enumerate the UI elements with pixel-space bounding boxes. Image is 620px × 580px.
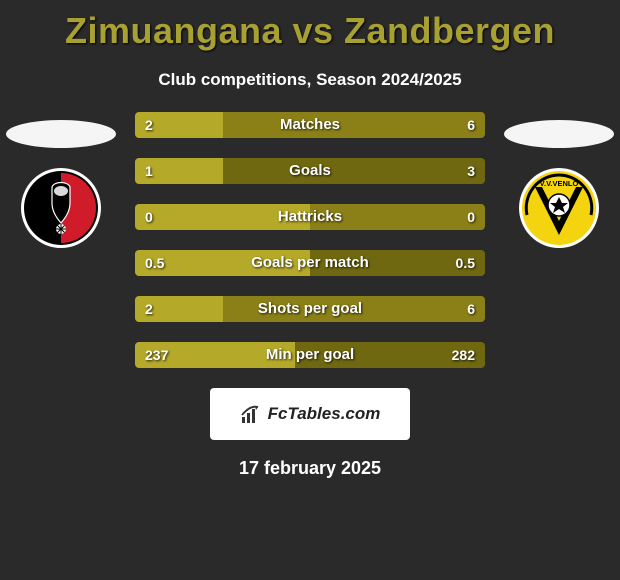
stats-bars: Matches26Goals13Hattricks00Goals per mat… <box>135 112 485 368</box>
stat-value-right: 6 <box>467 296 475 322</box>
stat-row: Shots per goal2 6 <box>135 296 485 322</box>
svg-text:V.V.VENLO: V.V.VENLO <box>540 179 579 188</box>
stat-row: Goals per match0.5 0.5 <box>135 250 485 276</box>
helmond-sport-badge-icon <box>20 167 102 249</box>
stat-row: Hattricks0 0 <box>135 204 485 230</box>
stat-value-left: 2 <box>145 112 153 138</box>
attribution-text: FcTables.com <box>268 404 381 424</box>
stat-value-left: 0 <box>145 204 153 230</box>
season-subtitle: Club competitions, Season 2024/2025 <box>0 70 620 90</box>
stat-label: Matches <box>135 112 485 138</box>
club-logo-left <box>20 167 102 249</box>
stat-label: Min per goal <box>135 342 485 368</box>
stat-value-left: 0.5 <box>145 250 164 276</box>
attribution-badge: FcTables.com <box>210 388 410 440</box>
stat-value-right: 3 <box>467 158 475 184</box>
stat-value-right: 6 <box>467 112 475 138</box>
stat-row: Goals1 3 <box>135 158 485 184</box>
club-logo-right: V.V.VENLO <box>518 167 600 249</box>
left-ellipse-decoration <box>6 120 116 148</box>
stat-value-left: 1 <box>145 158 153 184</box>
comparison-title: Zimuangana vs Zandbergen <box>0 0 620 52</box>
comparison-date: 17 february 2025 <box>0 458 620 479</box>
fctables-logo-icon <box>240 403 262 425</box>
stat-value-left: 2 <box>145 296 153 322</box>
stat-row: Matches2 6 <box>135 112 485 138</box>
vvv-venlo-badge-icon: V.V.VENLO <box>518 167 600 249</box>
stat-label: Goals per match <box>135 250 485 276</box>
stat-value-right: 0.5 <box>456 250 475 276</box>
main-area: V.V.VENLO Matches26Goals13Hattricks00Goa… <box>0 112 620 368</box>
stat-value-right: 0 <box>467 204 475 230</box>
stat-value-right: 282 <box>452 342 475 368</box>
stat-label: Hattricks <box>135 204 485 230</box>
stat-label: Goals <box>135 158 485 184</box>
stat-value-left: 237 <box>145 342 168 368</box>
stat-row: Min per goal237 282 <box>135 342 485 368</box>
stat-label: Shots per goal <box>135 296 485 322</box>
right-ellipse-decoration <box>504 120 614 148</box>
